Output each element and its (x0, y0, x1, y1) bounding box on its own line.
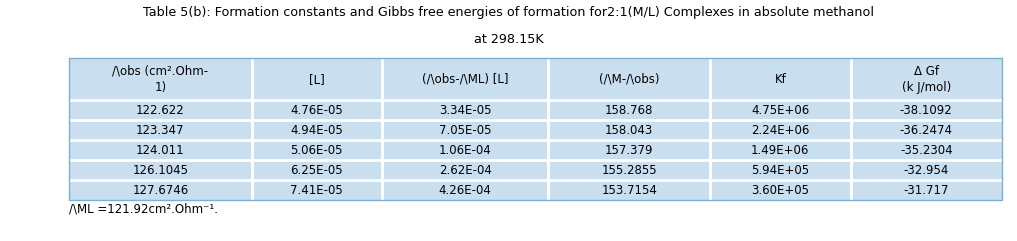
Bar (69, 58, 1002, 200)
Text: 123.347: 123.347 (136, 124, 184, 137)
Text: 158.043: 158.043 (605, 124, 653, 137)
Text: 1.49E+06: 1.49E+06 (752, 144, 810, 157)
Text: Kf: Kf (774, 73, 786, 86)
Text: 124.011: 124.011 (136, 144, 185, 157)
Text: 158.768: 158.768 (605, 104, 653, 117)
Text: 153.7154: 153.7154 (601, 184, 657, 197)
Text: 3.34E-05: 3.34E-05 (439, 104, 491, 117)
Text: 7.41E-05: 7.41E-05 (290, 184, 343, 197)
Text: at 298.15K: at 298.15K (474, 33, 543, 46)
Text: (/\M-/\obs): (/\M-/\obs) (599, 73, 659, 86)
Text: 4.76E-05: 4.76E-05 (290, 104, 343, 117)
Text: 127.6746: 127.6746 (132, 184, 188, 197)
Text: 5.94E+05: 5.94E+05 (752, 164, 810, 177)
Text: 126.1045: 126.1045 (132, 164, 188, 177)
Text: /\obs (cm².Ohm-
1): /\obs (cm².Ohm- 1) (112, 65, 208, 94)
Text: -38.1092: -38.1092 (900, 104, 953, 117)
Text: 6.25E-05: 6.25E-05 (290, 164, 343, 177)
Text: -36.2474: -36.2474 (900, 124, 953, 137)
Text: -35.2304: -35.2304 (900, 144, 953, 157)
Text: (/\obs-/\ML) [L]: (/\obs-/\ML) [L] (422, 73, 508, 86)
Text: [L]: [L] (309, 73, 324, 86)
Text: 5.06E-05: 5.06E-05 (291, 144, 343, 157)
Text: /\ML =121.92cm².Ohm⁻¹.: /\ML =121.92cm².Ohm⁻¹. (69, 202, 219, 215)
Text: Table 5(b): Formation constants and Gibbs free energies of formation for2:1(M/L): Table 5(b): Formation constants and Gibb… (143, 6, 874, 19)
Text: 157.379: 157.379 (605, 144, 654, 157)
Text: 3.60E+05: 3.60E+05 (752, 184, 810, 197)
Text: 2.62E-04: 2.62E-04 (438, 164, 491, 177)
Text: Δ Gf
(k J/mol): Δ Gf (k J/mol) (902, 65, 951, 94)
Text: 4.94E-05: 4.94E-05 (290, 124, 343, 137)
Bar (69, 58, 1002, 200)
Text: 122.622: 122.622 (136, 104, 185, 117)
Text: -31.717: -31.717 (903, 184, 949, 197)
Text: 2.24E+06: 2.24E+06 (752, 124, 810, 137)
Text: 7.05E-05: 7.05E-05 (439, 124, 491, 137)
Text: 4.26E-04: 4.26E-04 (438, 184, 491, 197)
Text: 1.06E-04: 1.06E-04 (438, 144, 491, 157)
Text: 4.75E+06: 4.75E+06 (752, 104, 810, 117)
Text: 155.2855: 155.2855 (601, 164, 657, 177)
Text: -32.954: -32.954 (903, 164, 949, 177)
